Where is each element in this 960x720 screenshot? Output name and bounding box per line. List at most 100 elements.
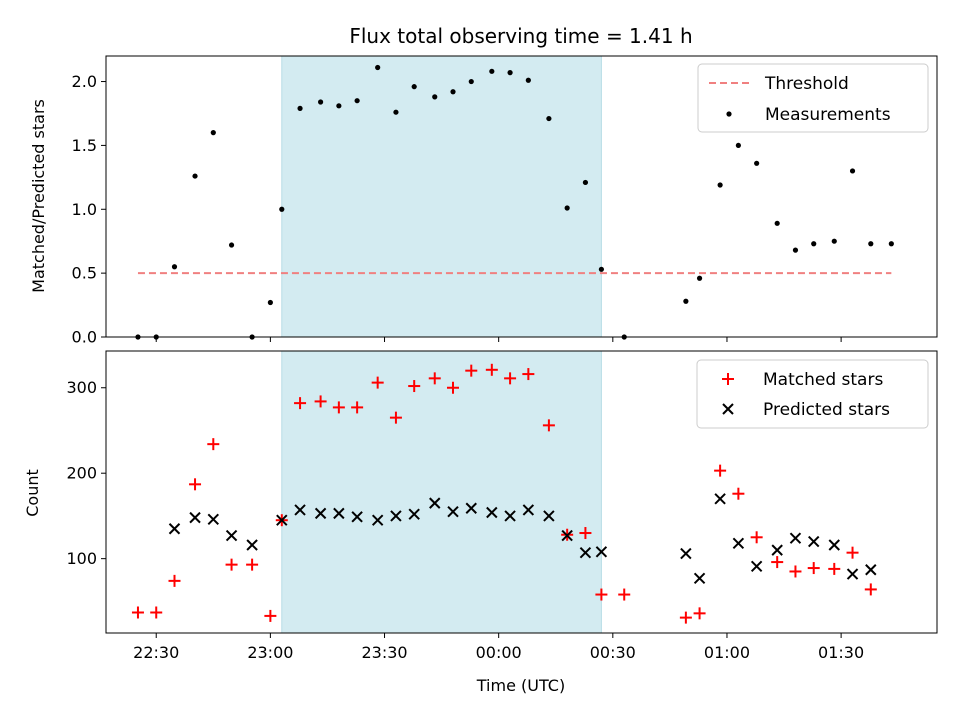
bottom-legend: Matched stars Predicted stars bbox=[696, 359, 929, 429]
predicted-star-point bbox=[294, 504, 306, 516]
predicted-star-point bbox=[865, 564, 877, 576]
measurement-point bbox=[888, 241, 894, 247]
predicted-star-point bbox=[390, 510, 402, 522]
measurements-legend-swatch bbox=[726, 111, 732, 117]
predicted-star-point bbox=[168, 523, 181, 535]
measurement-point bbox=[411, 84, 417, 90]
measurement-point bbox=[468, 78, 474, 85]
bottom-panel: 100 200 300 22:30 23:00 23:30 00:00 00:30 01:00… bbox=[23, 350, 938, 695]
measurement-point bbox=[210, 130, 216, 136]
matched-star-point bbox=[389, 411, 402, 424]
predicted-star-point bbox=[447, 505, 459, 518]
matched-star-point bbox=[131, 606, 144, 619]
matched-star-point bbox=[371, 376, 384, 389]
measurement-point bbox=[279, 206, 285, 212]
matched-star-point bbox=[225, 558, 238, 571]
matched-star-point bbox=[428, 372, 441, 385]
matched-star-point bbox=[207, 438, 220, 451]
top-panel: 0.0 0.5 1.0 1.5 2.0 Flux total observing tim… bbox=[29, 24, 938, 347]
measurement-point bbox=[317, 99, 324, 105]
predicted-star-point bbox=[189, 511, 201, 524]
predicted-star-point bbox=[732, 537, 745, 549]
threshold-legend-label: Threshold bbox=[764, 74, 849, 94]
matched-star-point bbox=[522, 368, 535, 381]
x-tick-label: 00:00 bbox=[476, 643, 522, 662]
measurement-point bbox=[228, 242, 235, 248]
measurement-point bbox=[792, 247, 799, 253]
matched-star-point bbox=[542, 419, 555, 432]
measurement-point bbox=[432, 94, 438, 100]
measurement-point bbox=[849, 168, 856, 174]
matched-star-point bbox=[189, 478, 202, 491]
x-tick-label: 23:00 bbox=[247, 643, 293, 662]
measurement-point bbox=[598, 266, 605, 272]
predicted-star-point bbox=[522, 504, 535, 516]
x-tick-label: 23:30 bbox=[361, 643, 407, 662]
measurement-point bbox=[354, 98, 360, 104]
matched-stars-points bbox=[131, 363, 877, 624]
measurement-point bbox=[336, 103, 342, 109]
matched-legend-swatch bbox=[722, 373, 734, 385]
bottom-y-ticks: 100 200 300 bbox=[66, 378, 106, 568]
matched-star-point bbox=[750, 531, 763, 544]
predicted-star-point bbox=[595, 546, 608, 558]
predicted-star-point bbox=[408, 508, 420, 520]
top-axes-frame bbox=[105, 55, 938, 338]
measurement-point bbox=[489, 68, 495, 74]
predicted-star-point bbox=[207, 513, 220, 526]
y-tick-label: 100 bbox=[66, 549, 97, 568]
matched-star-point bbox=[314, 395, 327, 408]
top-x-ticks bbox=[155, 337, 842, 342]
y-tick-label: 300 bbox=[66, 378, 97, 397]
matched-star-point bbox=[465, 364, 478, 377]
matched-star-point bbox=[693, 607, 706, 620]
matched-star-point bbox=[351, 401, 364, 414]
matched-star-point bbox=[789, 565, 802, 578]
predicted-legend-swatch bbox=[722, 403, 734, 415]
predicted-star-point bbox=[714, 493, 726, 505]
measurement-point bbox=[507, 70, 513, 76]
top-legend-box bbox=[697, 63, 929, 133]
measurement-point bbox=[267, 299, 273, 306]
predicted-star-point bbox=[504, 510, 516, 522]
matched-star-point bbox=[504, 372, 517, 385]
predicted-star-point bbox=[846, 568, 859, 580]
predicted-star-point bbox=[246, 539, 258, 551]
measurement-point bbox=[297, 105, 303, 111]
bottom-legend-box bbox=[696, 359, 929, 429]
matched-star-point bbox=[679, 611, 692, 624]
x-tick-label: 22:30 bbox=[133, 643, 179, 662]
predicted-star-point bbox=[314, 507, 327, 520]
predicted-star-point bbox=[579, 546, 592, 559]
measurement-point bbox=[696, 275, 703, 281]
matched-star-point bbox=[579, 527, 592, 540]
bottom-shaded-span bbox=[281, 350, 602, 634]
y-tick-label: 200 bbox=[66, 464, 97, 483]
matched-star-point bbox=[150, 606, 163, 619]
predicted-star-point bbox=[333, 507, 345, 520]
y-tick-label: 1.0 bbox=[72, 200, 97, 219]
measurement-point bbox=[564, 205, 570, 211]
measurement-point bbox=[868, 241, 874, 247]
predicted-star-point bbox=[486, 506, 498, 519]
measurement-point bbox=[192, 173, 198, 179]
y-tick-label: 2.0 bbox=[72, 72, 97, 91]
measurement-point bbox=[546, 115, 552, 122]
x-tick-label: 01:00 bbox=[704, 643, 750, 662]
predicted-star-point bbox=[429, 497, 441, 509]
measurement-point bbox=[525, 77, 531, 83]
predicted-star-point bbox=[543, 510, 555, 522]
matched-star-point bbox=[618, 588, 631, 601]
matched-star-point bbox=[595, 588, 608, 601]
y-tick-label: 1.5 bbox=[72, 136, 97, 155]
matched-star-point bbox=[828, 562, 841, 575]
measurement-point bbox=[393, 109, 399, 115]
matched-star-point bbox=[246, 558, 259, 571]
predicted-star-point bbox=[693, 572, 706, 585]
x-tick-label: 01:30 bbox=[818, 643, 864, 662]
measurement-point bbox=[450, 89, 456, 95]
predicted-star-point bbox=[465, 502, 477, 514]
matched-star-point bbox=[447, 381, 460, 394]
measurement-point bbox=[735, 142, 741, 149]
